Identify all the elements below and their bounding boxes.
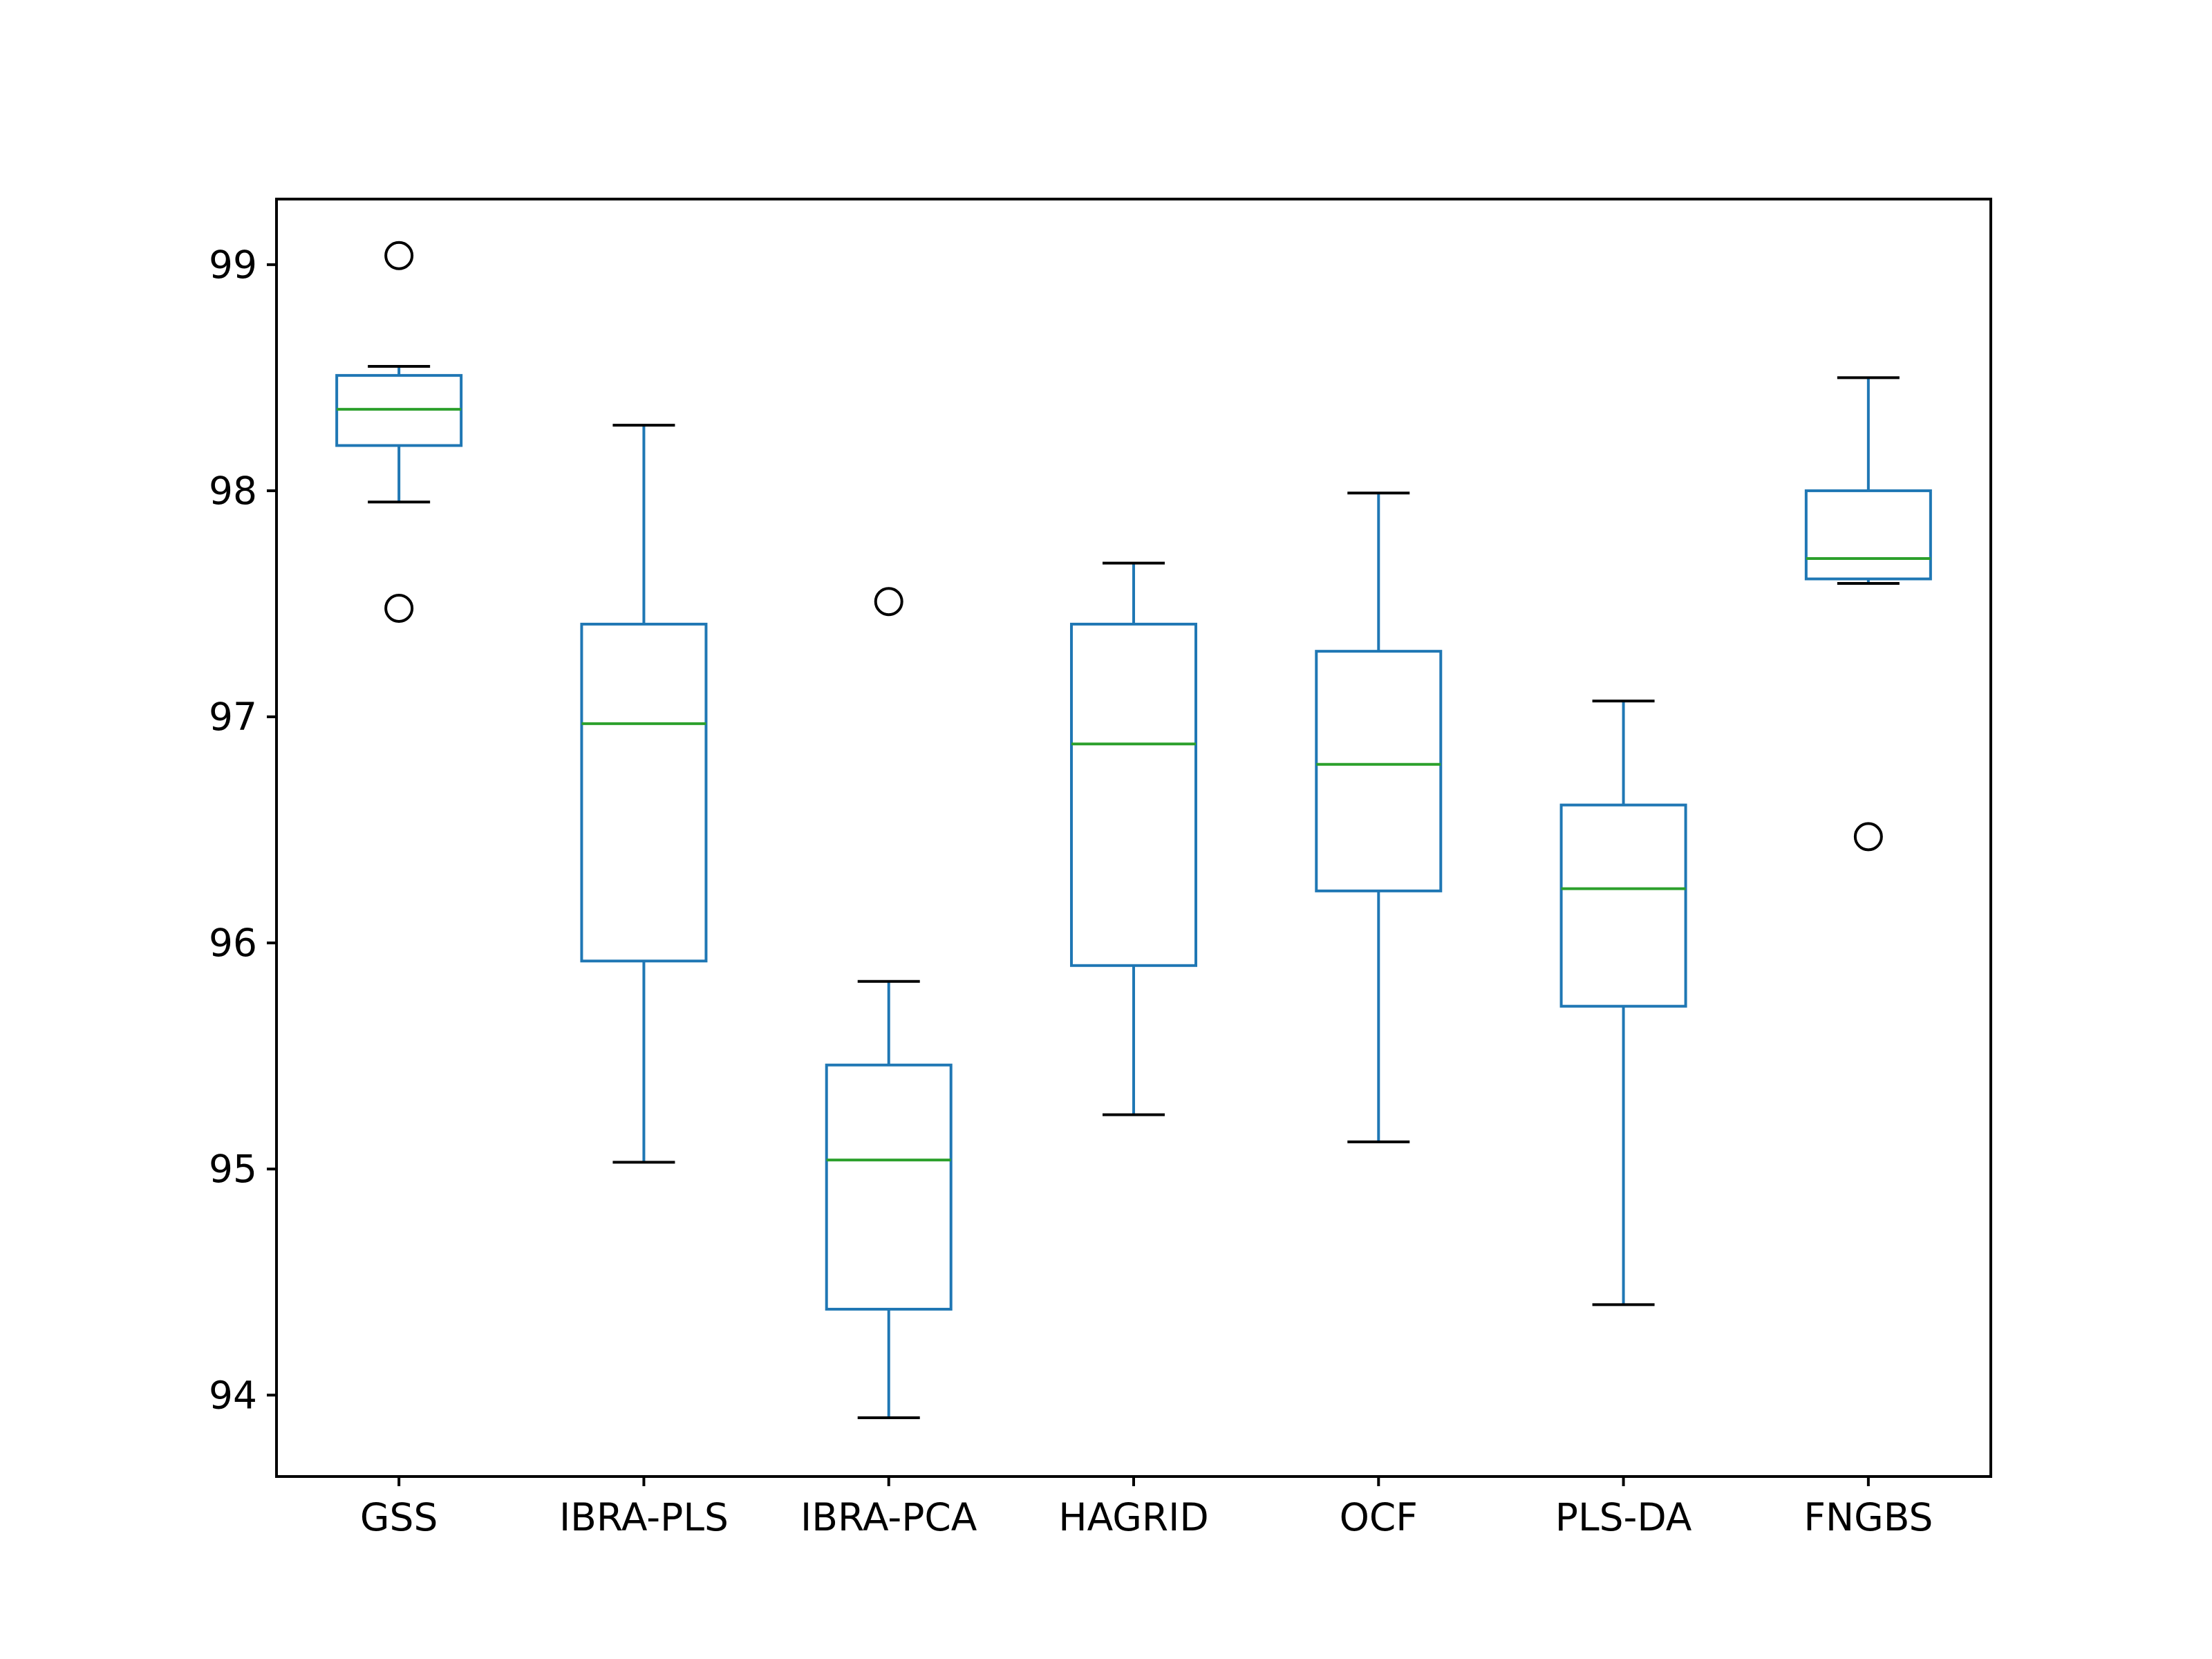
x-axis: GSS IBRA-PLS IBRA-PCA HAGRID OCF PLS-DA FNGBS	[360, 1477, 1933, 1539]
y-tick-label: 97	[209, 695, 257, 739]
box-hagrid	[1070, 561, 1197, 1116]
outlier-point	[1853, 822, 1883, 852]
y-tick-label: 94	[209, 1373, 257, 1417]
y-tick-label: 95	[209, 1147, 257, 1191]
y-axis: 94 95 96 97 98 99	[209, 243, 276, 1417]
iqr-box	[580, 622, 708, 963]
x-tick-label: IBRA-PLS	[559, 1495, 729, 1539]
x-tick-label: IBRA-PCA	[800, 1495, 977, 1539]
y-tick-label: 99	[209, 243, 257, 287]
outlier-point	[384, 594, 414, 624]
iqr-box	[825, 1063, 953, 1311]
x-tick-label: GSS	[360, 1495, 438, 1539]
x-tick-label: OCF	[1340, 1495, 1418, 1539]
plot-area	[275, 198, 1992, 1478]
box-ibra-pls	[580, 424, 708, 1164]
y-tick-label: 98	[209, 469, 257, 513]
outlier-point	[384, 241, 414, 270]
x-tick-label: FNGBS	[1803, 1495, 1933, 1539]
iqr-box	[1070, 622, 1197, 967]
x-tick-label: PLS-DA	[1555, 1495, 1692, 1539]
box-fngbs	[1804, 376, 1932, 852]
box-pls-da	[1559, 700, 1687, 1306]
iqr-box	[1804, 489, 1932, 581]
iqr-box	[1559, 803, 1687, 1008]
box-ibra-pca	[825, 587, 953, 1419]
boxes-group	[335, 241, 1932, 1419]
outlier-point	[874, 587, 903, 617]
box-gss	[335, 241, 463, 624]
x-tick-label: HAGRID	[1058, 1495, 1208, 1539]
y-tick-label: 96	[209, 921, 257, 965]
box-ocf	[1315, 491, 1443, 1143]
iqr-box	[1315, 650, 1443, 892]
